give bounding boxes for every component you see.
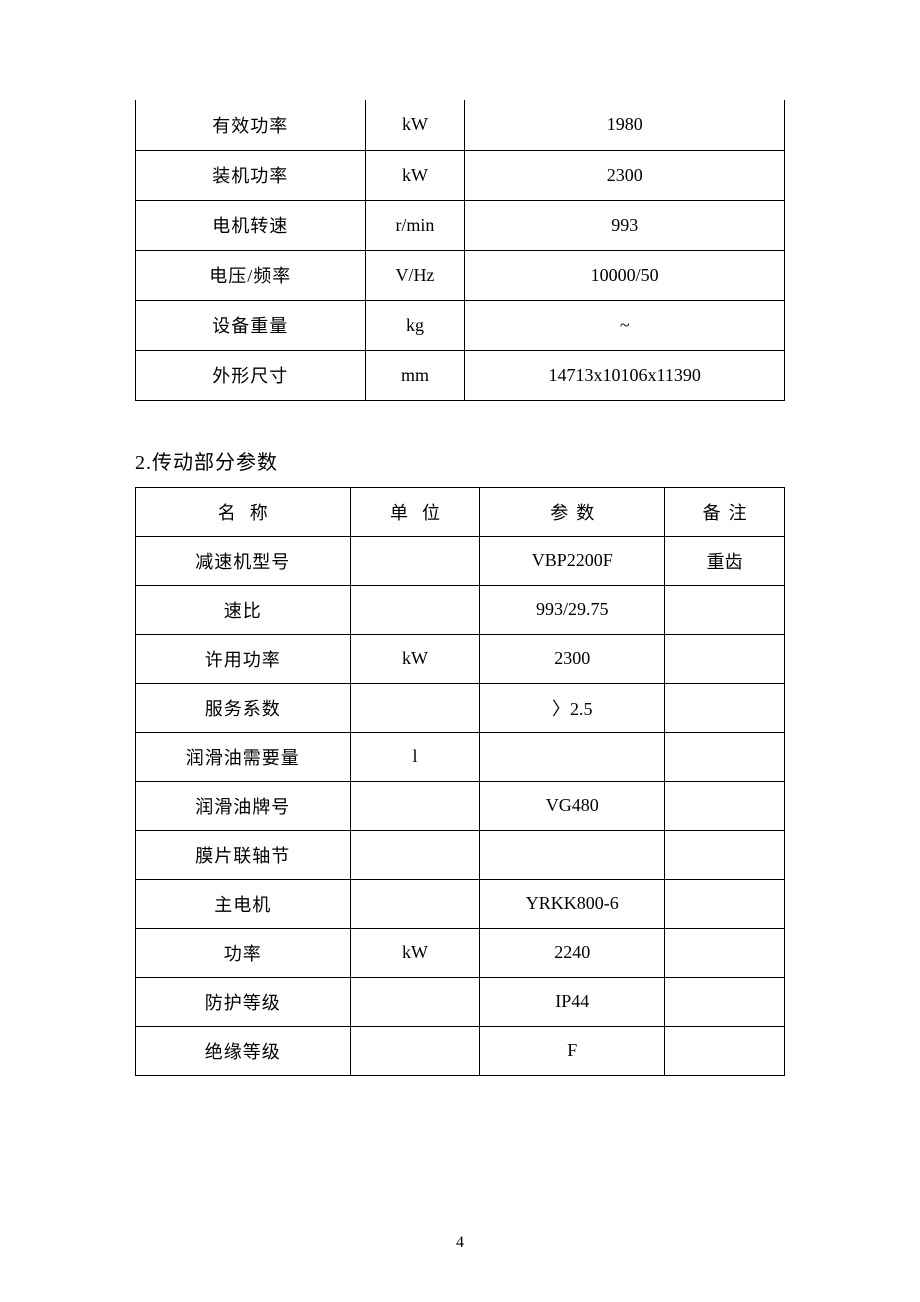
transmission-table: 名称 单位 参数 备注 减速机型号 VBP2200F 重齿 速比 993/29.…: [135, 487, 785, 1076]
cell-unit: kW: [365, 150, 465, 200]
table-row: 电机转速 r/min 993: [136, 200, 785, 250]
table-row: 防护等级 IP44: [136, 977, 785, 1026]
cell-label: 外形尺寸: [136, 350, 366, 400]
cell-remark: [665, 1026, 785, 1075]
cell-name: 防护等级: [136, 977, 351, 1026]
cell-param: [480, 830, 665, 879]
cell-remark: [665, 732, 785, 781]
cell-remark: [665, 781, 785, 830]
cell-name: 减速机型号: [136, 536, 351, 585]
cell-remark: [665, 928, 785, 977]
cell-value: 2300: [465, 150, 785, 200]
cell-unit: [350, 830, 480, 879]
cell-unit: r/min: [365, 200, 465, 250]
cell-remark: 重齿: [665, 536, 785, 585]
cell-unit: l: [350, 732, 480, 781]
cell-unit: [350, 879, 480, 928]
cell-unit: kW: [365, 100, 465, 150]
cell-param: 2300: [480, 634, 665, 683]
cell-unit: kg: [365, 300, 465, 350]
cell-remark: [665, 977, 785, 1026]
transmission-table-head: 名称 单位 参数 备注: [136, 487, 785, 536]
cell-remark: [665, 830, 785, 879]
table-row: 速比 993/29.75: [136, 585, 785, 634]
section-2-title: 2.传动部分参数: [135, 446, 785, 475]
cell-param: F: [480, 1026, 665, 1075]
cell-param: IP44: [480, 977, 665, 1026]
cell-unit: [350, 1026, 480, 1075]
cell-value: 10000/50: [465, 250, 785, 300]
table-row: 装机功率 kW 2300: [136, 150, 785, 200]
cell-remark: [665, 634, 785, 683]
cell-value: 993: [465, 200, 785, 250]
cell-name: 速比: [136, 585, 351, 634]
cell-unit: [350, 977, 480, 1026]
cell-unit: [350, 683, 480, 732]
cell-param: [480, 732, 665, 781]
cell-remark: [665, 879, 785, 928]
cell-name: 许用功率: [136, 634, 351, 683]
cell-unit: kW: [350, 928, 480, 977]
table-row: 润滑油牌号 VG480: [136, 781, 785, 830]
cell-label: 设备重量: [136, 300, 366, 350]
cell-param: 993/29.75: [480, 585, 665, 634]
table-row: 电压/频率 V/Hz 10000/50: [136, 250, 785, 300]
cell-name: 服务系数: [136, 683, 351, 732]
table-row: 绝缘等级 F: [136, 1026, 785, 1075]
cell-name: 主电机: [136, 879, 351, 928]
cell-name: 绝缘等级: [136, 1026, 351, 1075]
table-row: 服务系数 〉2.5: [136, 683, 785, 732]
header-name: 名称: [136, 487, 351, 536]
table-row: 许用功率 kW 2300: [136, 634, 785, 683]
cell-value: 1980: [465, 100, 785, 150]
header-param: 参数: [480, 487, 665, 536]
cell-value: ~: [465, 300, 785, 350]
cell-remark: [665, 585, 785, 634]
cell-unit: [350, 585, 480, 634]
cell-name: 润滑油牌号: [136, 781, 351, 830]
cell-name: 膜片联轴节: [136, 830, 351, 879]
cell-param: 2240: [480, 928, 665, 977]
page-number: 4: [0, 1234, 920, 1252]
cell-unit: [350, 781, 480, 830]
cell-value: 14713x10106x11390: [465, 350, 785, 400]
table-row: 减速机型号 VBP2200F 重齿: [136, 536, 785, 585]
cell-param: YRKK800-6: [480, 879, 665, 928]
cell-label: 装机功率: [136, 150, 366, 200]
cell-unit: V/Hz: [365, 250, 465, 300]
cell-unit: mm: [365, 350, 465, 400]
cell-param: 〉2.5: [480, 683, 665, 732]
cell-name: 功率: [136, 928, 351, 977]
table-header-row: 名称 单位 参数 备注: [136, 487, 785, 536]
cell-label: 电压/频率: [136, 250, 366, 300]
cell-name: 润滑油需要量: [136, 732, 351, 781]
table-row: 功率 kW 2240: [136, 928, 785, 977]
transmission-table-body: 减速机型号 VBP2200F 重齿 速比 993/29.75 许用功率 kW 2…: [136, 536, 785, 1075]
cell-unit: [350, 536, 480, 585]
spec-table-1: 有效功率 kW 1980 装机功率 kW 2300 电机转速 r/min 993…: [135, 100, 785, 401]
cell-label: 电机转速: [136, 200, 366, 250]
table-row: 膜片联轴节: [136, 830, 785, 879]
cell-unit: kW: [350, 634, 480, 683]
table-row: 润滑油需要量 l: [136, 732, 785, 781]
table-row: 主电机 YRKK800-6: [136, 879, 785, 928]
header-remark: 备注: [665, 487, 785, 536]
cell-remark: [665, 683, 785, 732]
cell-label: 有效功率: [136, 100, 366, 150]
table-row: 外形尺寸 mm 14713x10106x11390: [136, 350, 785, 400]
header-unit: 单位: [350, 487, 480, 536]
cell-param: VBP2200F: [480, 536, 665, 585]
spec-table-1-body: 有效功率 kW 1980 装机功率 kW 2300 电机转速 r/min 993…: [136, 100, 785, 400]
table-row: 有效功率 kW 1980: [136, 100, 785, 150]
table-row: 设备重量 kg ~: [136, 300, 785, 350]
cell-param: VG480: [480, 781, 665, 830]
